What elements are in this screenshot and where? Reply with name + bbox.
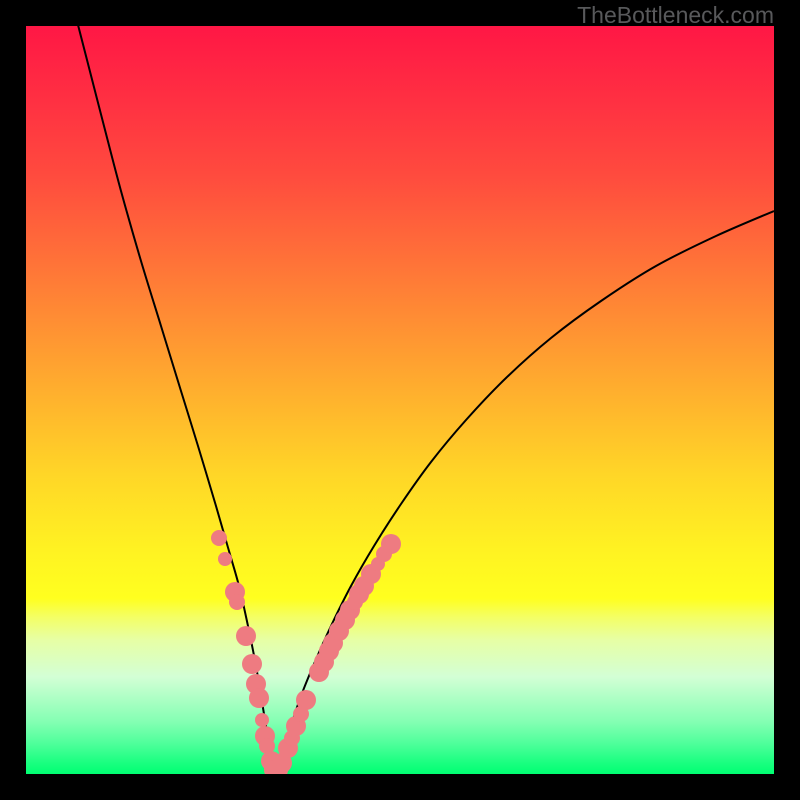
chart-svg: [26, 26, 774, 774]
curve-marker: [229, 594, 245, 610]
curve-marker: [249, 688, 269, 708]
curve-marker: [381, 534, 401, 554]
plot-area: [26, 26, 774, 774]
curve-marker: [236, 626, 256, 646]
curve-marker: [255, 713, 269, 727]
watermark-text: TheBottleneck.com: [577, 2, 774, 29]
curve-marker: [296, 690, 316, 710]
chart-frame: TheBottleneck.com: [0, 0, 800, 800]
gradient-background: [26, 26, 774, 774]
curve-marker: [218, 552, 232, 566]
curve-marker: [242, 654, 262, 674]
curve-marker: [211, 530, 227, 546]
